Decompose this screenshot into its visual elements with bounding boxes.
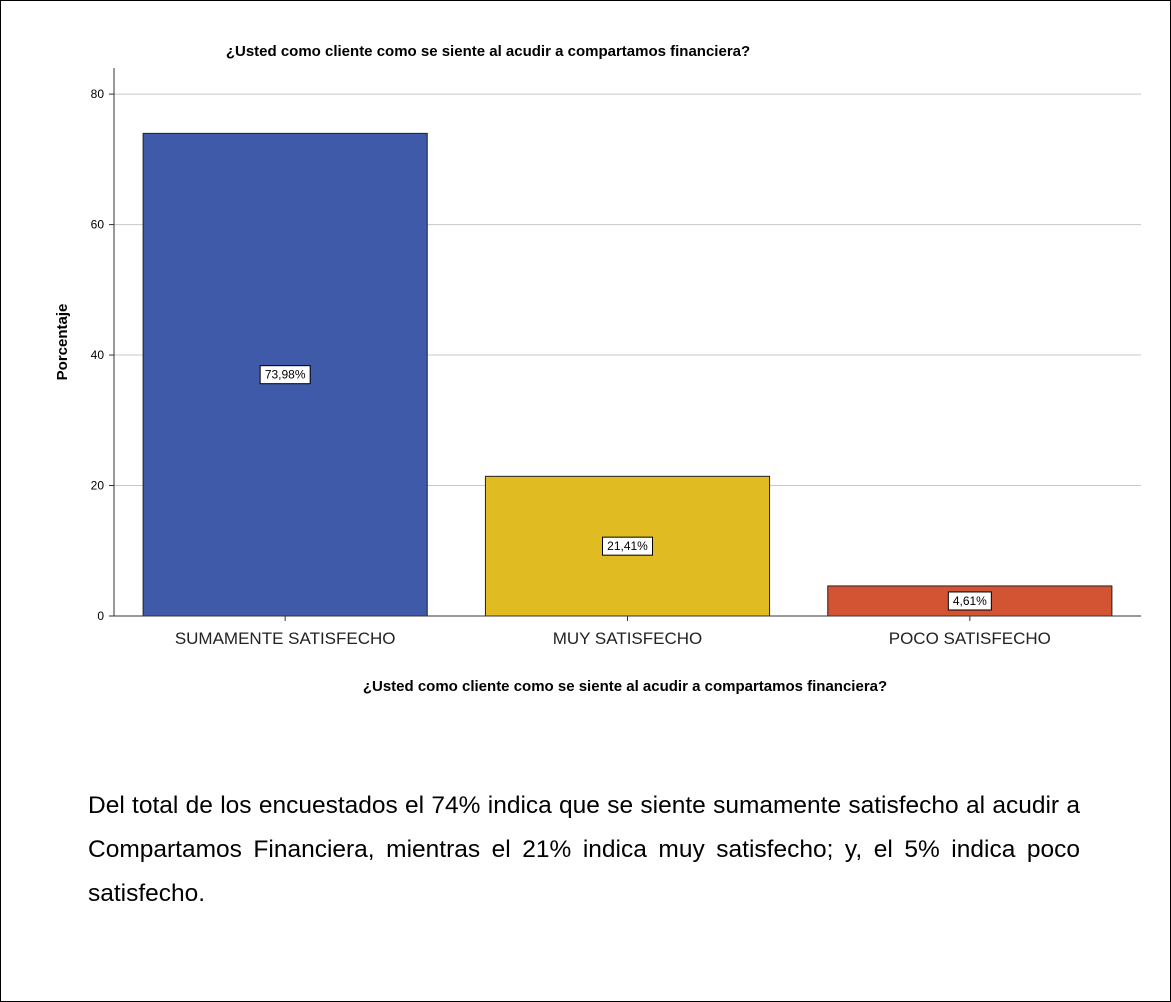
y-tick-label-20: 20 bbox=[91, 479, 105, 493]
category-label-3: POCO SATISFECHO bbox=[889, 629, 1051, 648]
y-tick-label-40: 40 bbox=[91, 348, 105, 362]
data-labels: 73,98% 21,41% 4,61% bbox=[259, 365, 992, 611]
y-tick-label-60: 60 bbox=[91, 218, 105, 232]
chart-title: ¿Usted como cliente como se siente al ac… bbox=[226, 43, 750, 60]
y-tick-label-0: 0 bbox=[97, 609, 104, 623]
data-label-1: 73,98% bbox=[265, 368, 306, 382]
y-tick-label-80: 80 bbox=[91, 87, 105, 101]
caption-text: Del total de los encuestados el 74% indi… bbox=[88, 792, 1080, 907]
category-label-1: SUMAMENTE SATISFECHO bbox=[175, 629, 396, 648]
bar-chart: ¿Usted como cliente como se siente al ac… bbox=[54, 43, 1141, 695]
axes bbox=[109, 68, 1141, 621]
y-axis-label: Porcentaje bbox=[54, 304, 71, 381]
x-axis-label: ¿Usted como cliente como se siente al ac… bbox=[363, 678, 887, 695]
x-category-labels: SUMAMENTE SATISFECHO MUY SATISFECHO POCO S… bbox=[175, 629, 1051, 648]
y-tick-labels: 0 20 40 60 80 bbox=[91, 87, 105, 623]
data-label-box-2 bbox=[602, 536, 653, 556]
data-label-box-1 bbox=[259, 365, 311, 385]
data-label-3: 4,61% bbox=[953, 594, 987, 608]
data-label-box-3 bbox=[947, 591, 992, 611]
data-label-2: 21,41% bbox=[607, 539, 648, 553]
category-label-2: MUY SATISFECHO bbox=[553, 629, 703, 648]
